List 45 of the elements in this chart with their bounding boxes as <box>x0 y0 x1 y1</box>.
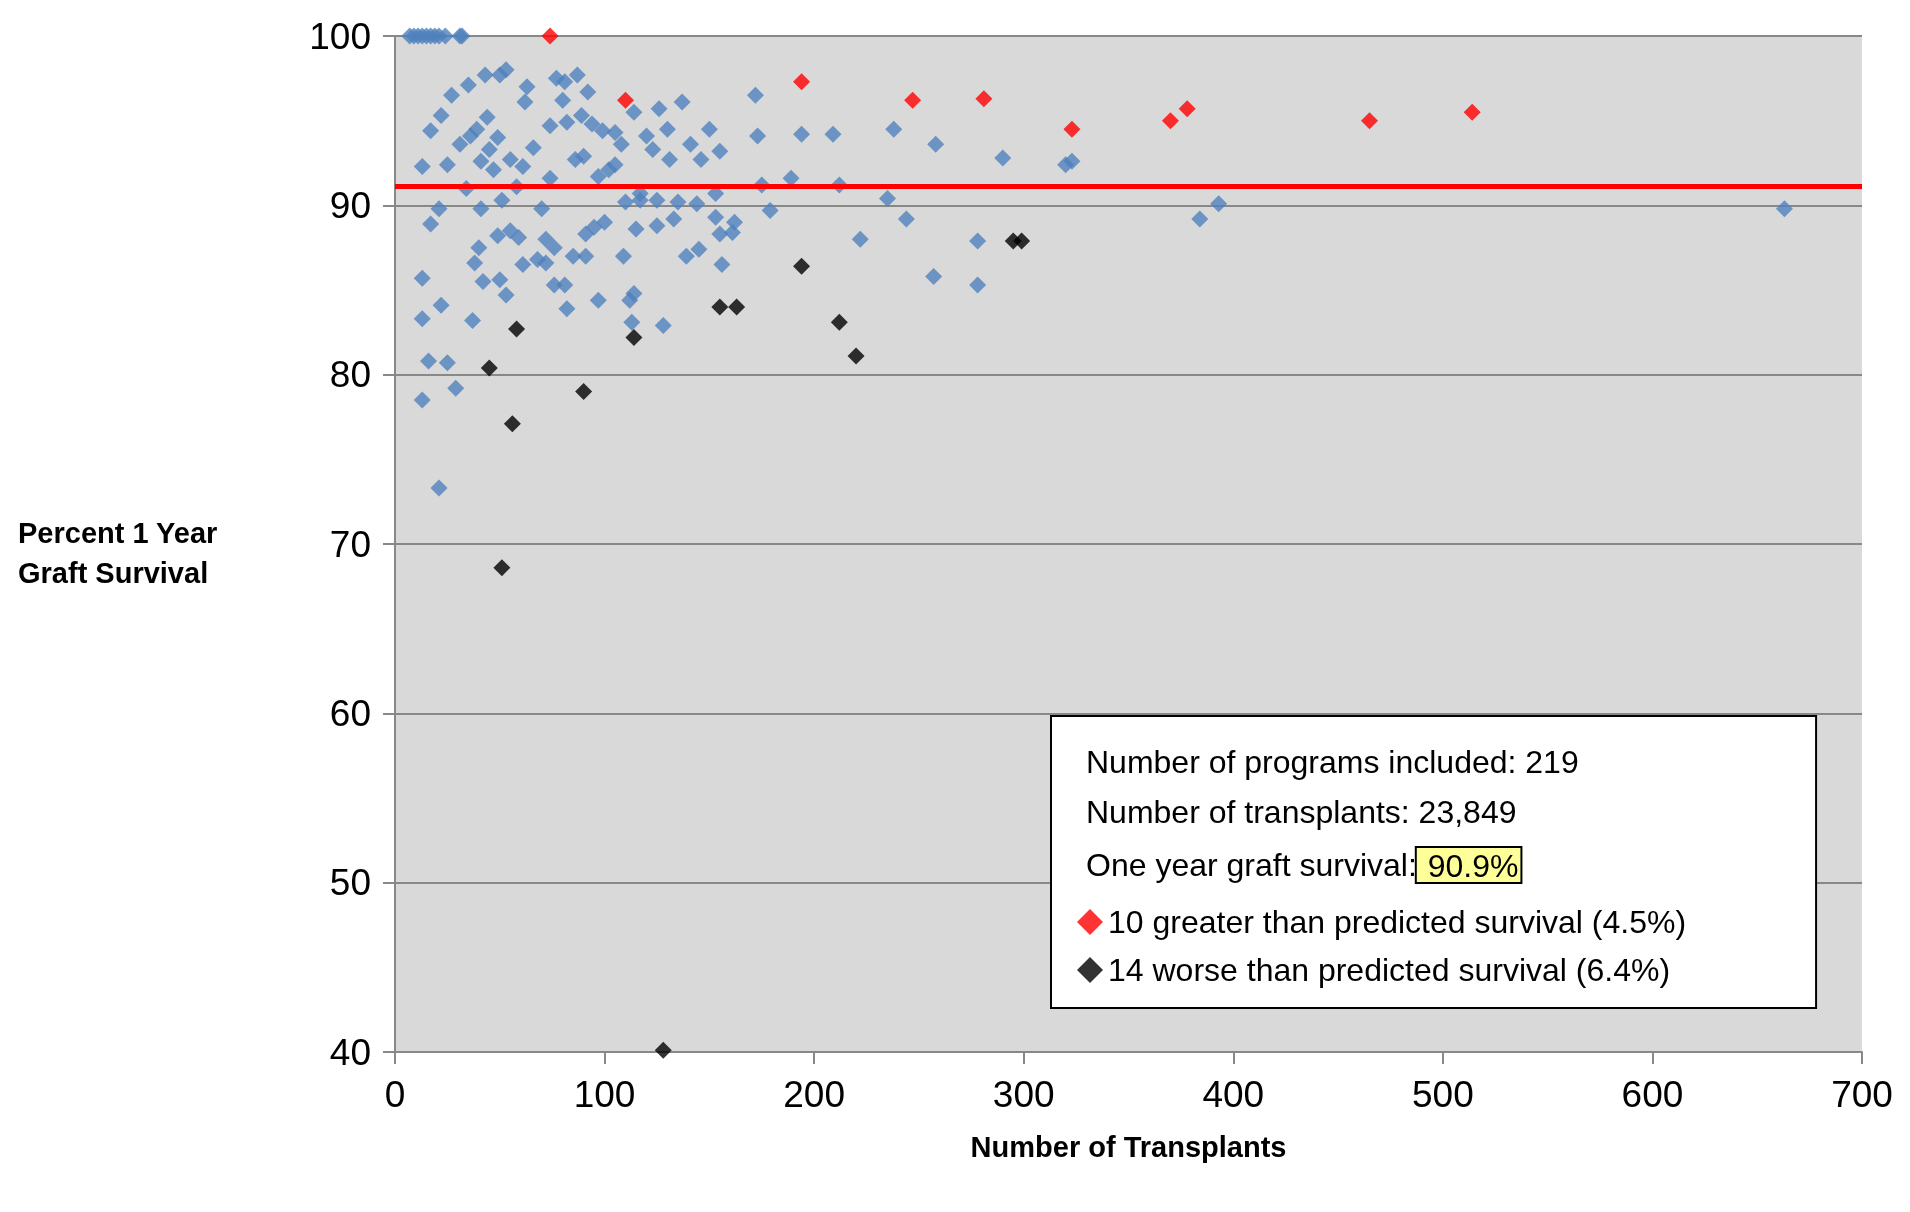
x-tick-label: 700 <box>1831 1074 1893 1115</box>
point <box>793 73 811 91</box>
x-tick-label: 200 <box>783 1074 846 1115</box>
x-tick-label: 400 <box>1202 1074 1265 1115</box>
point <box>654 1041 672 1059</box>
legend-label: 14 worse than predicted survival (6.4%) <box>1108 952 1671 988</box>
legend-label: 10 greater than predicted survival (4.5%) <box>1108 904 1687 940</box>
x-tick-label: 0 <box>384 1074 406 1115</box>
point <box>728 298 746 316</box>
y-tick-label: 90 <box>329 184 371 226</box>
point <box>1463 103 1481 121</box>
y-tick-label: 100 <box>309 15 371 57</box>
x-axis-title: Number of Transplants <box>970 1130 1287 1163</box>
point <box>625 328 643 346</box>
point <box>1361 112 1379 130</box>
point <box>1063 120 1081 138</box>
x-tick-label: 300 <box>992 1074 1055 1115</box>
point <box>1161 112 1179 130</box>
point <box>493 559 511 577</box>
point <box>904 91 922 109</box>
point <box>541 27 559 45</box>
point <box>1013 232 1031 250</box>
point <box>793 257 811 275</box>
y-tick-label: 40 <box>329 1031 371 1073</box>
annotation: One year graft survival: 90.9% <box>1086 847 1519 884</box>
y-tick-label: 50 <box>329 862 371 904</box>
point <box>480 359 498 377</box>
point <box>830 313 848 331</box>
annotation: Number of programs included: 219 <box>1086 744 1579 780</box>
point <box>975 90 993 108</box>
point <box>575 383 593 401</box>
point <box>847 347 865 365</box>
y-axis-title: Percent 1 Year Graft Survival <box>18 517 218 589</box>
y-tick-label: 80 <box>329 354 371 396</box>
point <box>617 91 635 109</box>
y-tick-label: 70 <box>329 523 371 565</box>
point <box>503 415 521 433</box>
y-tick-label: 60 <box>329 692 371 734</box>
point <box>508 320 526 338</box>
x-tick-label: 500 <box>1411 1074 1474 1115</box>
annotation: Number of transplants: 23,849 <box>1086 794 1517 830</box>
point <box>1178 100 1196 118</box>
x-tick-label: 600 <box>1621 1074 1684 1115</box>
point <box>711 298 729 316</box>
x-tick-label: 100 <box>573 1074 636 1115</box>
